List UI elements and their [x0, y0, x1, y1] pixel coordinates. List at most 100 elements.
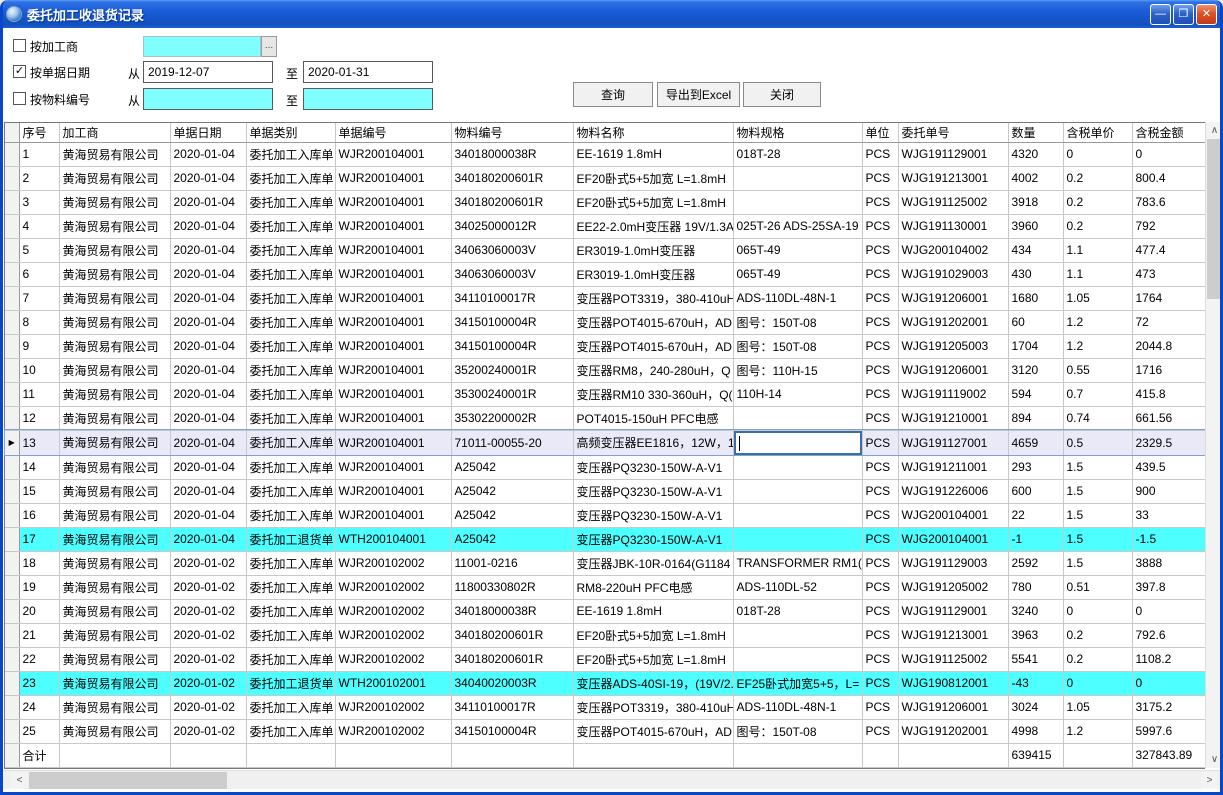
- cell[interactable]: WJG191206001: [898, 358, 1009, 383]
- cell[interactable]: 变压器PQ3230-150W-A-V1: [573, 479, 734, 504]
- cell[interactable]: WJG200104002: [898, 238, 1009, 263]
- cell[interactable]: PCS: [862, 262, 899, 287]
- table-row[interactable]: 1 黄海贸易有限公司 2020-01-04 委托加工入库单 WJR200104001 34…: [5, 142, 1206, 167]
- cell[interactable]: 4659: [1008, 430, 1064, 456]
- cell[interactable]: 293: [1008, 455, 1064, 480]
- cell[interactable]: 委托加工入库单: [246, 647, 336, 672]
- filter-processor-checkbox[interactable]: [13, 39, 26, 52]
- cell[interactable]: 变压器POT3319，380-410uH: [573, 695, 734, 720]
- cell[interactable]: WJG191205002: [898, 575, 1009, 600]
- cell[interactable]: 3240: [1008, 599, 1064, 624]
- close-button[interactable]: ✕: [1196, 3, 1217, 25]
- cell[interactable]: 430: [1008, 262, 1064, 287]
- row-header[interactable]: [5, 142, 20, 167]
- date-to-input[interactable]: [303, 61, 433, 83]
- cell[interactable]: 1.5: [1063, 455, 1133, 480]
- cell[interactable]: 黄海贸易有限公司: [59, 142, 171, 167]
- table-row[interactable]: 9 黄海贸易有限公司 2020-01-04 委托加工入库单 WJR200104001 34…: [5, 334, 1206, 359]
- cell[interactable]: WJR200104001: [335, 310, 452, 335]
- cell[interactable]: 11001-0216: [451, 551, 574, 576]
- cell[interactable]: 34110100017R: [451, 286, 574, 311]
- row-header[interactable]: [5, 214, 20, 239]
- cell[interactable]: WJR200102002: [335, 599, 452, 624]
- cell[interactable]: [733, 406, 863, 431]
- cell[interactable]: 2020-01-02: [170, 623, 247, 648]
- cell[interactable]: 2020-01-02: [170, 671, 247, 696]
- cell[interactable]: 0.2: [1063, 623, 1133, 648]
- processor-input[interactable]: [143, 36, 261, 57]
- cell[interactable]: WJG191205003: [898, 334, 1009, 359]
- cell[interactable]: PCS: [862, 382, 899, 407]
- cell[interactable]: 2020-01-04: [170, 406, 247, 431]
- cell[interactable]: 2020-01-04: [170, 310, 247, 335]
- table-row[interactable]: 20 黄海贸易有限公司 2020-01-02 委托加工入库单 WJR200102002 3…: [5, 599, 1206, 624]
- row-header[interactable]: [5, 527, 20, 552]
- cell[interactable]: 34063060003V: [451, 262, 574, 287]
- cell[interactable]: WJG191119002: [898, 382, 1009, 407]
- cell[interactable]: 1: [19, 142, 60, 167]
- cell[interactable]: 变压器POT4015-670uH，AD: [573, 719, 734, 744]
- cell[interactable]: 2020-01-04: [170, 142, 247, 167]
- cell[interactable]: WJR200104001: [335, 334, 452, 359]
- cell[interactable]: 0.2: [1063, 166, 1133, 191]
- cell[interactable]: 0: [1132, 599, 1206, 624]
- table-row[interactable]: 7 黄海贸易有限公司 2020-01-04 委托加工入库单 WJR200104001 34…: [5, 286, 1206, 311]
- cell[interactable]: WJG191127001: [898, 430, 1009, 456]
- cell[interactable]: WJR200104001: [335, 406, 452, 431]
- cell[interactable]: 3024: [1008, 695, 1064, 720]
- cell[interactable]: WJR200104001: [335, 503, 452, 528]
- column-header-4[interactable]: 单据编号: [335, 123, 452, 143]
- material-to-input[interactable]: [303, 88, 433, 110]
- cell[interactable]: 340180200601R: [451, 190, 574, 215]
- cell[interactable]: 2592: [1008, 551, 1064, 576]
- table-row[interactable]: ▶ 13 黄海贸易有限公司 2020-01-04 委托加工入库单 WJR200104001…: [4, 429, 1206, 456]
- cell[interactable]: 2020-01-04: [170, 286, 247, 311]
- cell[interactable]: 5997.6: [1132, 719, 1206, 744]
- filter-material-checkbox[interactable]: [13, 92, 26, 105]
- cell[interactable]: 415.8: [1132, 382, 1206, 407]
- cell[interactable]: WJR200102002: [335, 551, 452, 576]
- cell[interactable]: 065T-49: [733, 238, 863, 263]
- query-button[interactable]: 查询: [573, 82, 653, 107]
- cell[interactable]: 委托加工入库单: [246, 190, 336, 215]
- row-header[interactable]: [5, 575, 20, 600]
- cell[interactable]: 10: [19, 358, 60, 383]
- cell[interactable]: 34150100004R: [451, 334, 574, 359]
- cell[interactable]: 黄海贸易有限公司: [59, 286, 171, 311]
- cell[interactable]: 2020-01-04: [170, 455, 247, 480]
- cell[interactable]: PCS: [862, 551, 899, 576]
- cell[interactable]: 3175.2: [1132, 695, 1206, 720]
- cell[interactable]: 0: [1063, 599, 1133, 624]
- cell[interactable]: 3918: [1008, 190, 1064, 215]
- cell[interactable]: 018T-28: [733, 599, 863, 624]
- cell[interactable]: 7: [19, 286, 60, 311]
- table-row[interactable]: 10 黄海贸易有限公司 2020-01-04 委托加工入库单 WJR200104001 3…: [5, 358, 1206, 383]
- cell[interactable]: 2020-01-02: [170, 695, 247, 720]
- cell[interactable]: 变压器RM8，240-280uH，Q: [573, 358, 734, 383]
- cell[interactable]: 1704: [1008, 334, 1064, 359]
- cell[interactable]: 3963: [1008, 623, 1064, 648]
- cell[interactable]: 2020-01-04: [170, 430, 247, 456]
- cell[interactable]: 委托加工入库单: [246, 430, 336, 456]
- cell[interactable]: 594: [1008, 382, 1064, 407]
- row-header[interactable]: [5, 551, 20, 576]
- row-header[interactable]: [5, 382, 20, 407]
- cell[interactable]: 71011-00055-20: [451, 430, 574, 456]
- table-row[interactable]: 18 黄海贸易有限公司 2020-01-02 委托加工入库单 WJR200102002 1…: [5, 551, 1206, 576]
- cell[interactable]: 黄海贸易有限公司: [59, 599, 171, 624]
- cell[interactable]: 14: [19, 455, 60, 480]
- cell[interactable]: [733, 430, 863, 456]
- table-row[interactable]: 6 黄海贸易有限公司 2020-01-04 委托加工入库单 WJR200104001 34…: [5, 262, 1206, 287]
- cell[interactable]: 35300240001R: [451, 382, 574, 407]
- column-header-5[interactable]: 物料编号: [451, 123, 574, 143]
- cell[interactable]: 2020-01-04: [170, 262, 247, 287]
- cell[interactable]: 2020-01-04: [170, 166, 247, 191]
- cell[interactable]: 24: [19, 695, 60, 720]
- cell[interactable]: 1.5: [1063, 503, 1133, 528]
- row-header[interactable]: [5, 503, 20, 528]
- cell[interactable]: 792.6: [1132, 623, 1206, 648]
- column-header-0[interactable]: 序号: [19, 123, 60, 143]
- cell[interactable]: 黄海贸易有限公司: [59, 334, 171, 359]
- row-header[interactable]: [5, 695, 20, 720]
- cell[interactable]: 13: [19, 430, 60, 456]
